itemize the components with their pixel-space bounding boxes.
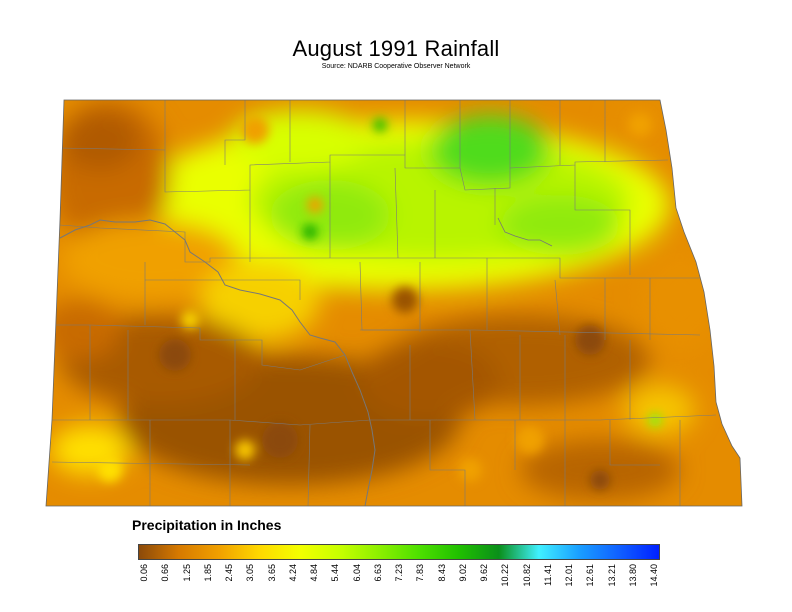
map-title: August 1991 Rainfall: [292, 36, 500, 61]
legend-tick-label: 2.45: [224, 564, 234, 582]
legend-tick-label: 0.06: [139, 564, 149, 582]
legend-title: Precipitation in Inches: [132, 517, 282, 533]
county-lines: [50, 100, 717, 506]
legend-tick-label: 7.83: [415, 564, 426, 582]
rainfall-surface: [46, 100, 742, 506]
legend-tick-label: 7.23: [394, 564, 404, 582]
river-line: [59, 219, 376, 507]
legend-tick-label: 3.05: [245, 564, 256, 582]
lake-line: [497, 217, 553, 247]
legend-tick-label: 6.63: [372, 564, 383, 582]
source-note: Source: NDARB Cooperative Observer Netwo…: [321, 63, 471, 70]
legend-tick-label: 4.24: [287, 564, 298, 582]
legend-tick-label: 8.43: [436, 564, 447, 582]
legend-tick-label: 10.22: [500, 564, 511, 587]
legend-tick-label: 11.41: [542, 564, 553, 586]
legend-tick-label: 12.01: [564, 564, 574, 587]
rainfall-spots: [98, 113, 662, 490]
legend-tick-label: 1.85: [202, 564, 213, 582]
legend-tick-label: 0.66: [160, 564, 171, 582]
legend-tick-label: 14.40: [649, 564, 659, 587]
state-outline: [45, 99, 743, 507]
legend-tick-label: 1.25: [181, 564, 192, 582]
legend-tick-label: 13.21: [606, 564, 617, 587]
color-scale-bar: [138, 544, 660, 560]
legend-tick-label: 5.44: [330, 564, 341, 582]
legend-tick-label: 12.61: [585, 564, 596, 587]
legend-tick-label: 9.02: [457, 564, 468, 582]
legend-ticks: 0.06 0.66 1.25 1.85 2.45 3.05 3.65 4.24 4.84 5.44…: [138, 564, 660, 606]
legend-tick-label: 3.65: [266, 564, 277, 582]
legend-tick-label: 13.80: [627, 564, 638, 587]
legend-tick-label: 4.84: [309, 564, 319, 582]
legend-tick-label: 6.04: [351, 564, 362, 582]
legend-tick-label: 10.82: [521, 564, 532, 587]
legend-tick-label: 9.62: [479, 564, 489, 582]
